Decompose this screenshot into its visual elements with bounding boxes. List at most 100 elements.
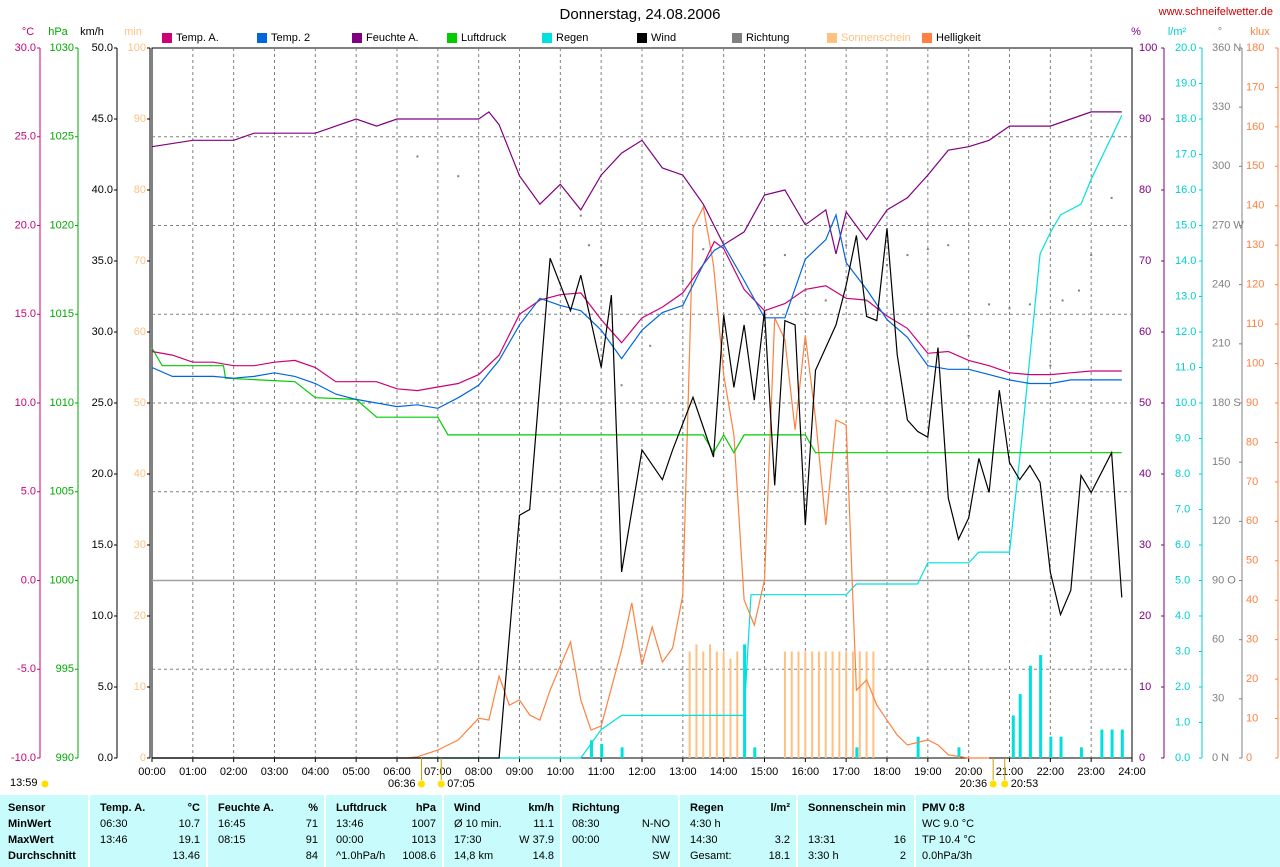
table-cell: PMV 0:8 — [922, 802, 965, 814]
y-tick-label: 30 — [1212, 693, 1224, 705]
table-cell: 16:45 — [218, 818, 246, 830]
legend-label: Sonnenschein — [841, 32, 911, 44]
y-tick-label: 16.0 — [1175, 184, 1196, 196]
direction-dot — [865, 299, 868, 302]
y-tick-label: 25.0 — [15, 131, 36, 143]
y-tick-label: 18.0 — [1175, 113, 1196, 125]
y-tick-label: 0 — [1139, 752, 1145, 764]
table-cell: WC 9.0 °C — [922, 818, 975, 830]
axis-unit: min — [124, 26, 142, 38]
sunshine-bar — [858, 651, 861, 758]
column-separator — [678, 795, 680, 867]
y-tick-label: 80 — [134, 184, 146, 196]
series-line — [152, 228, 1123, 759]
table-cell: 13:46 — [336, 818, 364, 830]
legend-label: Helligkeit — [936, 32, 981, 44]
x-tick-label: 02:00 — [220, 766, 248, 778]
series-line — [152, 205, 990, 759]
y-tick-label: 80 — [1139, 184, 1151, 196]
y-tick-label: 70 — [1139, 255, 1151, 267]
y-tick-label: 990 — [56, 752, 74, 764]
y-tick-label: 210 — [1212, 338, 1230, 350]
direction-dot — [763, 263, 766, 266]
x-tick-label: 19:00 — [914, 766, 942, 778]
sunshine-bar — [872, 651, 875, 758]
legend-label: Richtung — [746, 32, 789, 44]
rain-bar — [1079, 747, 1083, 758]
series-line — [151, 111, 1122, 255]
y-tick-label: 30 — [134, 539, 146, 551]
x-tick-label: 15:00 — [751, 766, 779, 778]
y-tick-label: 110 — [1246, 318, 1264, 330]
direction-dot — [457, 175, 460, 178]
x-tick-label: 00:00 — [138, 766, 166, 778]
sunshine-bar — [715, 651, 718, 758]
y-tick-label: 170 — [1246, 81, 1264, 93]
sun-time: 06:36 — [388, 778, 416, 790]
table-cell: Temp. A. — [100, 802, 146, 814]
sunshine-bar — [811, 651, 814, 758]
sunshine-bar — [783, 651, 786, 758]
table-cell: 08:15 — [218, 834, 246, 846]
y-tick-label: 20 — [134, 610, 146, 622]
y-tick-label: 10.0 — [15, 397, 36, 409]
y-tick-label: 180 — [1246, 42, 1264, 54]
direction-dot — [722, 323, 725, 326]
legend-swatch — [922, 33, 932, 43]
table-cell: 84 — [305, 850, 318, 862]
table-cell: 08:30 — [572, 818, 600, 830]
y-tick-label: 180 S — [1212, 397, 1241, 409]
axis-unit: hPa — [48, 26, 68, 38]
y-tick-label: 70 — [134, 255, 146, 267]
y-tick-label: 7.0 — [1175, 503, 1190, 515]
column-separator — [796, 795, 798, 867]
chart-title: Donnerstag, 24.08.2006 — [560, 6, 721, 23]
y-tick-label: 14.0 — [1175, 255, 1196, 267]
direction-dot — [804, 289, 807, 292]
y-tick-label: 140 — [1246, 200, 1264, 212]
y-tick-label: 1.0 — [1175, 716, 1190, 728]
column-separator — [206, 795, 208, 867]
x-tick-label: 21:00 — [996, 766, 1024, 778]
sunshine-bar — [804, 651, 807, 758]
x-tick-label: 08:00 — [465, 766, 493, 778]
sun-icon — [41, 780, 49, 788]
sunshine-bar — [790, 651, 793, 758]
table-cell: Gesamt: — [690, 850, 732, 862]
table-cell: l/m² — [770, 802, 790, 814]
rain-bar — [589, 740, 593, 758]
y-tick-label: 70 — [1246, 476, 1258, 488]
y-tick-label: 1015 — [50, 308, 74, 320]
table-cell: 14,8 km — [454, 850, 494, 862]
y-tick-label: 150 — [1246, 160, 1264, 172]
direction-dot — [783, 254, 786, 257]
y-tick-label: 3.0 — [1175, 645, 1190, 657]
axis-unit: % — [1131, 26, 1141, 38]
x-tick-label: 03:00 — [261, 766, 289, 778]
y-tick-label: 2.0 — [1175, 681, 1190, 693]
axis-unit: °C — [22, 26, 34, 38]
legend-label: Temp. A. — [176, 32, 219, 44]
y-tick-label: -5.0 — [17, 663, 36, 675]
y-tick-label: 1010 — [50, 397, 74, 409]
sunshine-bar — [695, 644, 698, 758]
legend-swatch — [257, 33, 267, 43]
x-tick-label: 07:00 — [424, 766, 452, 778]
table-cell: 19.1 — [178, 834, 200, 846]
source-url[interactable]: www.schneifelwetter.de — [1158, 6, 1273, 18]
y-tick-label: 300 — [1212, 160, 1230, 172]
y-tick-label: 130 — [1246, 239, 1264, 251]
y-tick-label: 15.0 — [1175, 219, 1196, 231]
rain-bar — [1100, 729, 1104, 758]
legend-swatch — [447, 33, 457, 43]
column-separator — [324, 795, 326, 867]
table-cell: 06:30 — [100, 818, 128, 830]
rain-bar — [620, 747, 624, 758]
y-tick-label: 60 — [1212, 634, 1224, 646]
legend-swatch — [542, 33, 552, 43]
direction-dot — [906, 254, 909, 257]
y-tick-label: 25.0 — [92, 397, 113, 409]
table-cell: 18.1 — [768, 850, 790, 862]
y-tick-label: 5.0 — [98, 681, 113, 693]
